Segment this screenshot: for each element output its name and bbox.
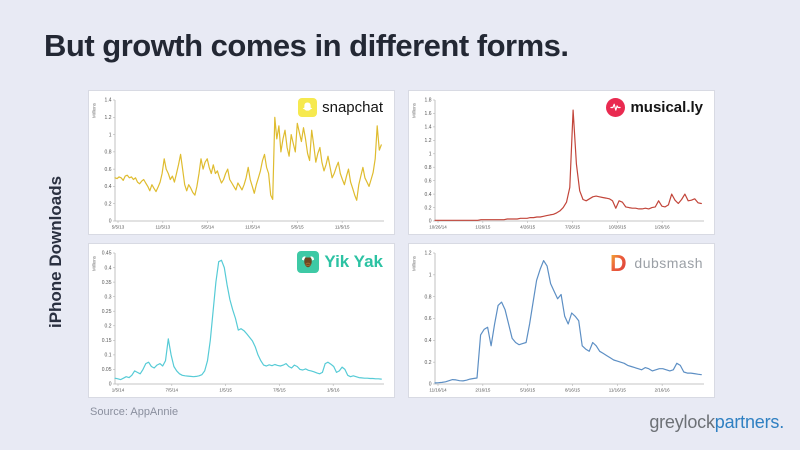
- svg-text:10/26/14: 10/26/14: [429, 225, 447, 230]
- svg-text:11/5/14: 11/5/14: [245, 225, 260, 230]
- svg-text:0.15: 0.15: [102, 338, 112, 344]
- svg-text:8/16/15: 8/16/15: [565, 388, 581, 393]
- svg-text:1: 1: [429, 273, 432, 279]
- dubsmash-logo: D dubsmash: [607, 250, 705, 276]
- snapchat-brand-label: snapchat: [322, 99, 383, 116]
- svg-text:0.8: 0.8: [425, 294, 432, 300]
- svg-text:0.4: 0.4: [105, 184, 112, 190]
- greylock-logo-gray-part: greylock: [649, 412, 715, 432]
- dubsmash-line-chart: 0 0.2 0.4 0.6 0.8 1 1.2 11/16/14 2/16/15 5/16/15 8…: [409, 244, 714, 397]
- greylock-partners-logo: greylockpartners.: [649, 412, 784, 433]
- svg-text:Millions: Millions: [92, 102, 97, 118]
- svg-text:0.1: 0.1: [105, 353, 112, 359]
- svg-text:0.2: 0.2: [425, 205, 432, 211]
- svg-text:0.25: 0.25: [102, 309, 112, 315]
- dubsmash-d-icon: D: [609, 251, 629, 275]
- svg-text:0.8: 0.8: [425, 165, 432, 171]
- dubsmash-chart-card: 0 0.2 0.4 0.6 0.8 1 1.2 11/16/14 2/16/15 5/16/15 8…: [408, 243, 715, 398]
- svg-text:Millions: Millions: [412, 102, 417, 118]
- svg-text:10/26/15: 10/26/15: [609, 225, 627, 230]
- svg-text:5/16/15: 5/16/15: [520, 388, 536, 393]
- svg-text:5/5/13: 5/5/13: [112, 225, 125, 230]
- svg-text:0.2: 0.2: [105, 323, 112, 329]
- svg-text:0.05: 0.05: [102, 367, 112, 373]
- svg-text:0.45: 0.45: [102, 251, 112, 257]
- svg-text:1/5/14: 1/5/14: [112, 388, 125, 393]
- snapchat-chart-card: 0 0.2 0.4 0.6 0.8 1 1.2 1.4 5/5/13 11/5/13 5/5/14 1…: [88, 90, 395, 235]
- yikyak-brand-label: Yik Yak: [324, 252, 383, 271]
- svg-text:0.2: 0.2: [105, 201, 112, 207]
- svg-text:1.4: 1.4: [105, 98, 112, 104]
- svg-text:7/5/15: 7/5/15: [273, 388, 286, 393]
- snapchat-ghost-icon: [298, 98, 318, 117]
- svg-text:D: D: [610, 251, 627, 275]
- svg-text:1/26/15: 1/26/15: [475, 225, 491, 230]
- svg-text:1.4: 1.4: [425, 125, 432, 131]
- svg-text:0: 0: [109, 382, 112, 388]
- svg-text:0.35: 0.35: [102, 280, 112, 286]
- yikyak-logo: Yik Yak: [295, 250, 385, 274]
- snapchat-line-chart: 0 0.2 0.4 0.6 0.8 1 1.2 1.4 5/5/13 11/5/13 5/5/14 1…: [89, 91, 394, 234]
- svg-text:0.6: 0.6: [425, 316, 432, 322]
- svg-text:Millions: Millions: [412, 255, 417, 271]
- svg-text:1: 1: [429, 151, 432, 157]
- svg-text:4/26/15: 4/26/15: [520, 225, 536, 230]
- svg-text:7/26/15: 7/26/15: [565, 225, 581, 230]
- svg-text:0: 0: [109, 219, 112, 225]
- svg-text:11/5/15: 11/5/15: [335, 225, 350, 230]
- yikyak-line-chart: 0 0.05 0.1 0.15 0.2 0.25 0.3 0.35 0.4 0.45 1/5/14 7…: [89, 244, 394, 397]
- svg-text:0: 0: [429, 382, 432, 388]
- yikyak-chart-card: 0 0.05 0.1 0.15 0.2 0.25 0.3 0.35 0.4 0.45 1/5/14 7…: [88, 243, 395, 398]
- svg-text:1/26/16: 1/26/16: [655, 225, 671, 230]
- svg-text:0.6: 0.6: [425, 178, 432, 184]
- svg-text:2/16/16: 2/16/16: [655, 388, 671, 393]
- svg-text:1/5/16: 1/5/16: [327, 388, 340, 393]
- svg-text:11/5/13: 11/5/13: [155, 225, 170, 230]
- svg-text:0.4: 0.4: [105, 265, 112, 271]
- svg-text:0.6: 0.6: [105, 167, 112, 173]
- snapchat-logo: snapchat: [296, 97, 385, 118]
- musically-soundwave-icon: [606, 98, 626, 117]
- svg-text:1.2: 1.2: [425, 251, 432, 257]
- svg-text:0.8: 0.8: [105, 150, 112, 156]
- svg-text:2/16/15: 2/16/15: [475, 388, 491, 393]
- dubsmash-brand-label: dubsmash: [634, 255, 703, 271]
- slide-title: But growth comes in different forms.: [44, 28, 569, 63]
- yikyak-yak-icon: [297, 251, 320, 273]
- svg-text:Millions: Millions: [92, 255, 97, 271]
- svg-text:1.2: 1.2: [425, 138, 432, 144]
- source-note: Source: AppAnnie: [90, 406, 179, 418]
- musically-line-chart: 0 0.2 0.4 0.6 0.8 1 1.2 1.4 1.6 1.8 10/26/14 1/26/1…: [409, 91, 714, 234]
- svg-text:0.4: 0.4: [425, 192, 432, 198]
- svg-text:0.4: 0.4: [425, 338, 432, 344]
- svg-text:0.3: 0.3: [105, 294, 112, 300]
- svg-text:5/5/14: 5/5/14: [201, 225, 214, 230]
- musically-logo: musical.ly: [604, 97, 705, 118]
- svg-text:11/16/14: 11/16/14: [429, 388, 447, 393]
- musically-brand-label: musical.ly: [630, 99, 703, 116]
- musically-chart-card: 0 0.2 0.4 0.6 0.8 1 1.2 1.4 1.6 1.8 10/26/14 1/26/1…: [408, 90, 715, 235]
- svg-text:11/16/15: 11/16/15: [609, 388, 627, 393]
- svg-text:1.2: 1.2: [105, 115, 112, 121]
- axis-group-label: iPhone Downloads: [46, 175, 65, 329]
- svg-text:0.2: 0.2: [425, 360, 432, 366]
- svg-text:1/5/15: 1/5/15: [219, 388, 232, 393]
- svg-text:5/5/15: 5/5/15: [291, 225, 304, 230]
- svg-text:1.6: 1.6: [425, 111, 432, 117]
- greylock-logo-blue-part: partners.: [714, 412, 784, 432]
- svg-text:0: 0: [429, 219, 432, 225]
- svg-text:1: 1: [109, 132, 112, 138]
- svg-text:7/5/14: 7/5/14: [166, 388, 179, 393]
- svg-text:1.8: 1.8: [425, 98, 432, 104]
